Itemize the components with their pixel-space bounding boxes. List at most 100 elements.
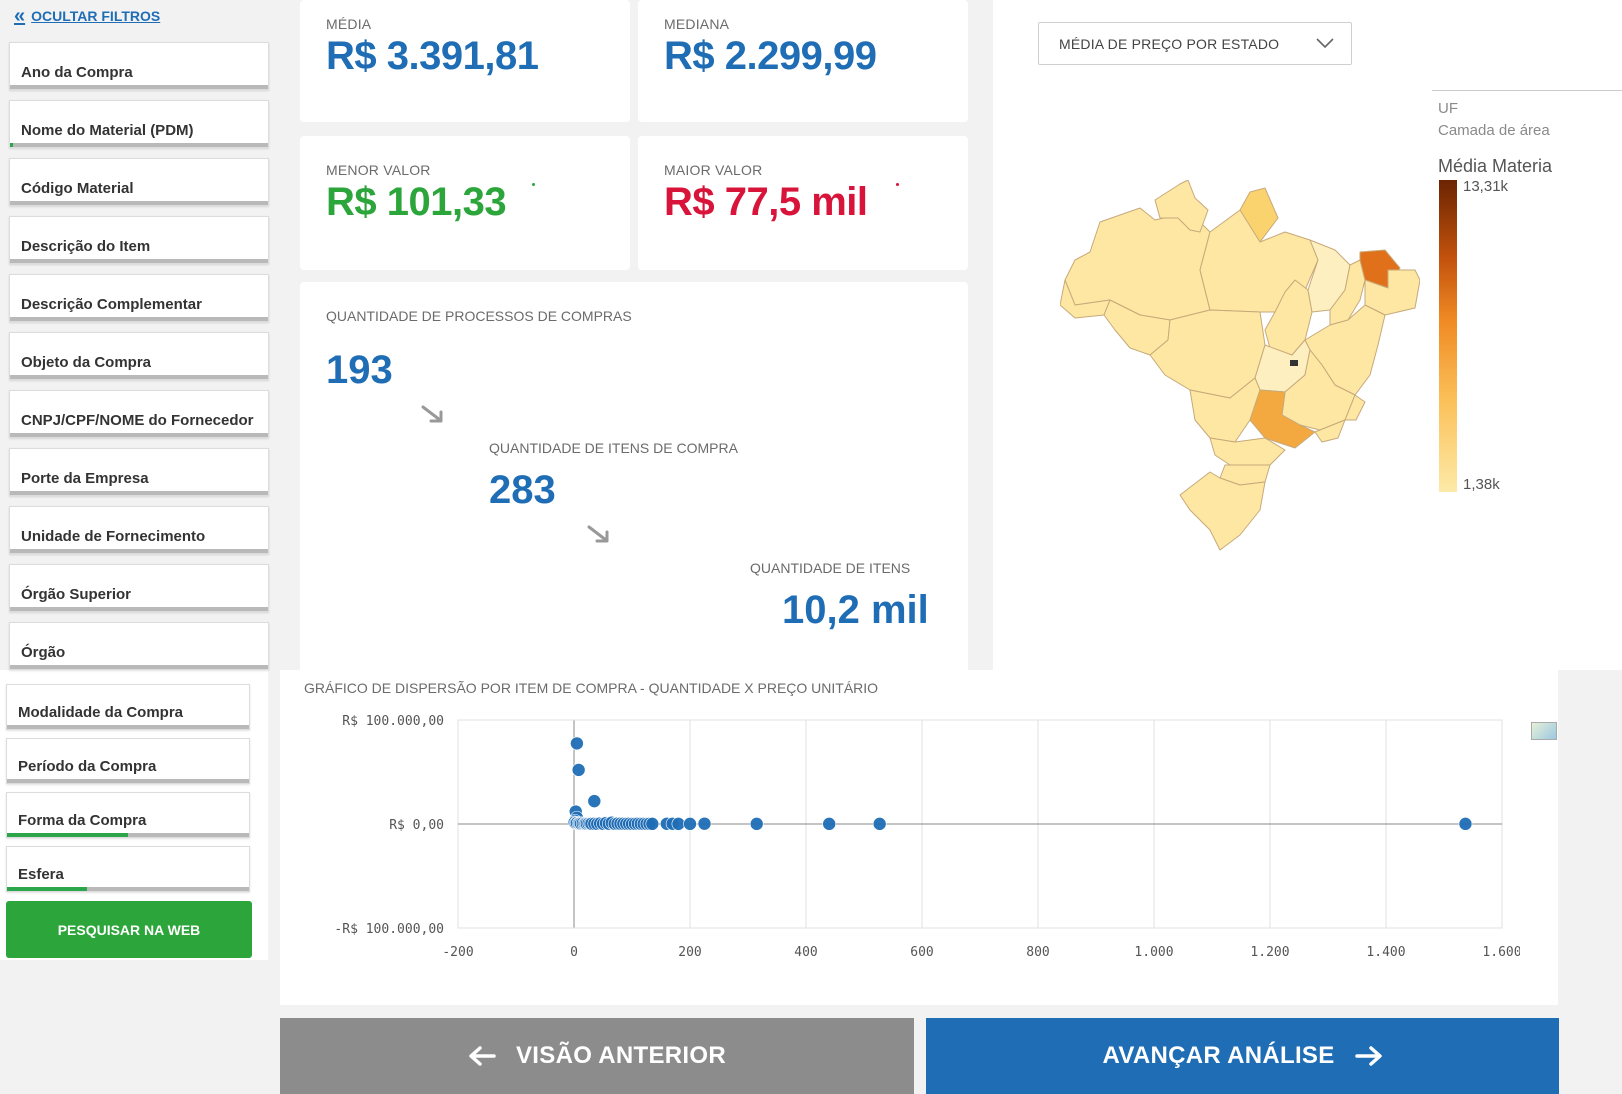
chart-menu-image[interactable] (1531, 722, 1557, 740)
media-label: MÉDIA (326, 16, 372, 32)
filter-label: Esfera (18, 866, 64, 883)
scatter-point[interactable] (822, 817, 837, 831)
hide-filters-label: OCULTAR FILTROS (31, 8, 161, 24)
x-tick-label: 1.400 (1366, 945, 1405, 960)
search-web-button[interactable]: PESQUISAR NA WEB (6, 901, 252, 958)
itens-compra-value: 283 (489, 468, 556, 512)
arrow-down-right-icon (421, 405, 443, 423)
previous-view-button[interactable]: VISÃO ANTERIOR (280, 1018, 914, 1094)
filter-item[interactable]: Porte da Empresa (9, 448, 269, 496)
previous-view-label: VISÃO ANTERIOR (516, 1042, 726, 1069)
x-tick-label: 1.200 (1250, 945, 1289, 960)
state-rj (1314, 419, 1346, 443)
x-tick-label: 800 (1026, 945, 1049, 960)
filter-bar (10, 491, 268, 495)
map-metric-select[interactable]: MÉDIA DE PREÇO POR ESTADO (1038, 22, 1352, 65)
scatter-point[interactable] (749, 817, 764, 831)
scatter-point[interactable] (671, 817, 686, 831)
filter-label: Código Material (21, 180, 134, 197)
scatter-point[interactable] (571, 763, 586, 777)
filter-label: Nome do Material (PDM) (21, 122, 194, 139)
legend-min: 1,38k (1463, 476, 1500, 493)
legend-max: 13,31k (1463, 178, 1509, 195)
x-tick-label: 1.000 (1134, 945, 1173, 960)
arrow-right-icon (1354, 1046, 1382, 1066)
filter-item[interactable]: Descrição do Item (9, 216, 269, 264)
filter-bar (10, 607, 268, 611)
filter-item[interactable]: Nome do Material (PDM) (9, 100, 269, 148)
state-pr (1209, 437, 1286, 466)
filter-bar (10, 259, 268, 263)
media-value: R$ 3.391,81 (326, 34, 539, 78)
menor-valor-card: MENOR VALOR R$ 101,33 (300, 136, 630, 270)
filter-bar (10, 549, 268, 553)
filter-item[interactable]: Órgão Superior (9, 564, 269, 612)
filter-item[interactable]: Período da Compra (6, 738, 250, 784)
filter-bar (7, 833, 249, 837)
funnel-card: QUANTIDADE DE PROCESSOS DE COMPRAS 193 Q… (300, 282, 968, 670)
filter-progress (10, 143, 13, 147)
double-chevron-left-icon: « (14, 5, 26, 27)
x-tick-label: 200 (678, 945, 701, 960)
state-rr (1154, 180, 1209, 233)
filter-item[interactable]: Forma da Compra (6, 792, 250, 838)
filter-item[interactable]: Órgão (9, 622, 269, 670)
x-tick-label: 1.600 (1482, 945, 1520, 960)
scatter-point[interactable] (570, 736, 584, 751)
scatter-point[interactable] (697, 816, 712, 831)
itens-label: QUANTIDADE DE ITENS (750, 560, 911, 576)
scatter-point[interactable] (872, 817, 887, 831)
map-metric-select-value: MÉDIA DE PREÇO POR ESTADO (1059, 36, 1280, 52)
scatter-point[interactable] (587, 794, 602, 808)
scatter-chart[interactable]: -200 0 200 400 600 800 1.000 1.200 1.400 1.600 R$ … (280, 700, 1520, 970)
filter-item[interactable]: Descrição Complementar (9, 274, 269, 322)
menor-valor-value: R$ 101,33 (326, 180, 507, 224)
filter-item[interactable]: Código Material (9, 158, 269, 206)
scatter-title: GRÁFICO DE DISPERSÃO POR ITEM DE COMPRA … (304, 680, 879, 696)
filter-label: Descrição Complementar (21, 296, 202, 313)
y-tick-label: -R$ 100.000,00 (334, 922, 444, 937)
map-panel (993, 0, 1622, 670)
itens-compra-label: QUANTIDADE DE ITENS DE COMPRA (489, 440, 738, 456)
x-tick-label: 600 (910, 945, 933, 960)
filter-item[interactable]: Objeto da Compra (9, 332, 269, 380)
state-df (1290, 360, 1298, 366)
x-tick-label: 0 (570, 945, 578, 960)
filter-item[interactable]: CNPJ/CPF/NOME do Fornecedor (9, 390, 269, 438)
advance-analysis-button[interactable]: AVANÇAR ANÁLISE (926, 1018, 1559, 1094)
filter-bar (7, 779, 249, 783)
filter-bar (10, 85, 268, 89)
state-rs (1179, 471, 1266, 551)
filter-label: CNPJ/CPF/NOME do Fornecedor (21, 412, 254, 429)
filter-label: Porte da Empresa (21, 470, 149, 487)
filter-item[interactable]: Ano da Compra (9, 42, 269, 90)
processos-value: 193 (326, 348, 393, 392)
y-tick-label: R$ 100.000,00 (342, 714, 444, 729)
scatter-point[interactable] (1458, 817, 1473, 831)
advance-analysis-label: AVANÇAR ANÁLISE (1102, 1042, 1335, 1069)
filter-item[interactable]: Esfera (6, 846, 250, 892)
filter-label: Modalidade da Compra (18, 704, 184, 721)
legend-uf: UF (1438, 100, 1458, 117)
processos-label: QUANTIDADE DE PROCESSOS DE COMPRAS (326, 308, 632, 324)
filter-label: Período da Compra (18, 758, 157, 775)
trend-dot (896, 183, 899, 186)
scatter-point[interactable] (645, 817, 660, 831)
hide-filters-link[interactable]: « OCULTAR FILTROS (14, 6, 160, 26)
menor-valor-label: MENOR VALOR (326, 162, 431, 178)
y-tick-label: R$ 0,00 (389, 818, 444, 833)
filter-bar (7, 725, 249, 729)
filter-label: Unidade de Fornecimento (21, 528, 206, 545)
state-sp (1249, 389, 1316, 449)
x-tick-label: 400 (794, 945, 817, 960)
itens-value: 10,2 mil (782, 588, 929, 632)
mediana-card: MEDIANA R$ 2.299,99 (638, 0, 968, 122)
filter-item[interactable]: Modalidade da Compra (6, 684, 250, 730)
filter-label: Órgão (21, 644, 66, 661)
filter-bar (7, 887, 249, 891)
filter-label: Forma da Compra (18, 812, 147, 829)
state-es (1344, 394, 1366, 421)
scatter-point[interactable] (683, 817, 697, 831)
brazil-map[interactable] (1060, 180, 1420, 560)
filter-item[interactable]: Unidade de Fornecimento (9, 506, 269, 554)
